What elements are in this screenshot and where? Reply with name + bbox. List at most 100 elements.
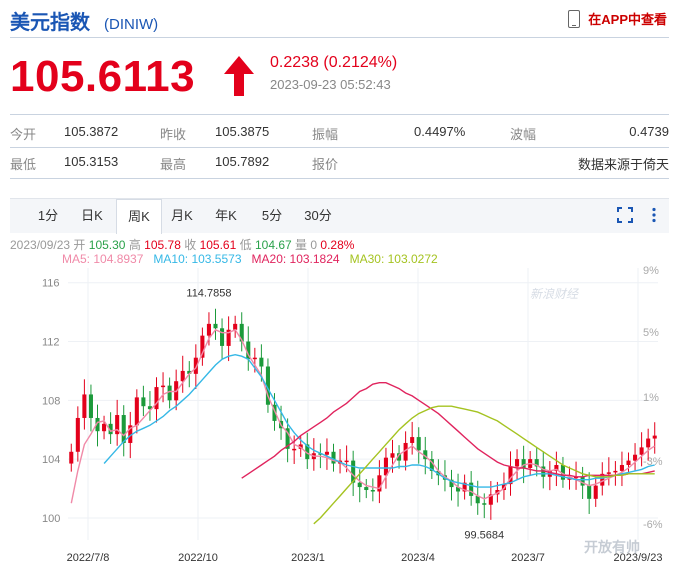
y-tick-label: 112: [42, 337, 60, 349]
pct-tick-label: 9%: [643, 265, 659, 277]
candle: [416, 437, 421, 451]
tab-5min[interactable]: 5分: [261, 208, 283, 223]
candle: [626, 460, 631, 466]
fullscreen-icon[interactable]: [617, 207, 633, 223]
candle: [574, 476, 579, 479]
candle: [134, 397, 139, 426]
ma20-legend: MA20: 103.1824: [251, 252, 340, 266]
candle: [252, 357, 257, 360]
candle: [646, 438, 651, 448]
y-tick-label: 104: [42, 454, 60, 466]
candle: [200, 335, 205, 358]
candle: [357, 482, 362, 488]
stats-divider: [10, 147, 669, 148]
candle: [292, 448, 297, 451]
candle: [606, 472, 611, 474]
stat-value: 105.3872: [64, 124, 119, 139]
candle: [462, 482, 467, 492]
stat-label: 今开: [10, 127, 37, 142]
ohlc-info: 2023/09/23 开 105.30 高 105.78 收 105.61 低 …: [10, 236, 354, 253]
tab-30min[interactable]: 30分: [304, 208, 332, 223]
tab-yearly[interactable]: 年K: [215, 208, 237, 223]
candle: [390, 453, 395, 458]
pct-tick-label: 5%: [643, 327, 659, 339]
last-price: 105.6113: [10, 52, 196, 101]
candle: [115, 415, 120, 435]
candle: [475, 495, 480, 504]
pct-tick-label: -6%: [643, 519, 663, 531]
quote-divider: [10, 114, 669, 115]
stats-row-2: 最低 105.3153 最高 105.7892 报价 数据来源于倚天: [10, 148, 669, 178]
candle: [108, 423, 113, 435]
pct-tick-label: 1%: [643, 392, 659, 404]
candle: [128, 425, 133, 443]
x-tick-label: 2023/1: [291, 552, 325, 564]
candle: [161, 385, 166, 388]
candle: [141, 397, 146, 407]
candle: [534, 459, 539, 467]
ma-line-ma20: [241, 382, 655, 479]
ma-line-ma10: [103, 353, 655, 488]
candle: [423, 450, 428, 460]
candle: [167, 385, 172, 401]
candle: [305, 444, 310, 460]
candle: [429, 459, 434, 471]
candle: [587, 485, 592, 499]
stat-value: 0.4739: [629, 124, 669, 139]
candle: [351, 460, 356, 483]
candle: [88, 394, 93, 418]
more-vertical-icon[interactable]: [646, 207, 662, 223]
pct-tick-label: -3%: [643, 456, 663, 468]
candle: [515, 459, 520, 467]
stat-value: 105.3153: [64, 154, 119, 169]
tab-weekly[interactable]: 周K: [116, 199, 162, 234]
candle: [456, 487, 461, 492]
candle: [121, 415, 126, 443]
open-in-app-link[interactable]: 在APP中查看: [568, 9, 667, 28]
candle: [220, 328, 225, 346]
y-tick-label: 108: [42, 395, 60, 407]
ma-legend: MA5: 104.8937 MA10: 103.5573 MA20: 103.1…: [62, 252, 438, 266]
candle: [410, 437, 415, 443]
ma30-legend: MA30: 103.0272: [349, 252, 438, 266]
ma5-legend: MA5: 104.8937: [62, 252, 144, 266]
x-tick-label: 2023/7: [511, 552, 545, 564]
volume-label: 量: [295, 238, 308, 252]
ma10-legend: MA10: 103.5573: [153, 252, 242, 266]
candle: [69, 451, 74, 464]
candle: [377, 475, 382, 492]
info-date: 2023/09/23: [10, 238, 71, 252]
candle: [541, 466, 546, 477]
candle: [75, 417, 80, 452]
candle: [619, 465, 624, 471]
candle: [383, 457, 388, 476]
tab-1min[interactable]: 1分: [37, 208, 59, 223]
candle: [193, 357, 198, 374]
x-tick-label: 2022/7/8: [67, 552, 110, 564]
pct-change: 0.28%: [320, 238, 355, 252]
candle: [633, 454, 638, 461]
tab-daily[interactable]: 日K: [81, 208, 103, 223]
tab-monthly[interactable]: 月K: [171, 208, 193, 223]
y-tick-label: 116: [42, 278, 60, 290]
candle: [593, 485, 598, 499]
candle: [102, 423, 107, 432]
stats-table: 今开 105.3872 昨收 105.3875 振幅 0.4497% 波幅 0.…: [10, 118, 669, 178]
candle: [639, 447, 644, 455]
candle: [560, 465, 565, 480]
candle: [187, 370, 192, 374]
phone-icon: [568, 9, 581, 28]
candle: [397, 453, 402, 461]
candle: [147, 406, 152, 410]
low-value: 104.67: [254, 238, 292, 252]
candle: [246, 341, 251, 360]
candle: [600, 473, 605, 486]
candle: [364, 487, 369, 491]
candle: [469, 482, 474, 496]
candle: [403, 442, 408, 461]
candle: [233, 323, 238, 330]
candle: [488, 494, 493, 505]
high-value: 105.78: [144, 238, 181, 252]
up-arrow-icon: [224, 56, 254, 96]
